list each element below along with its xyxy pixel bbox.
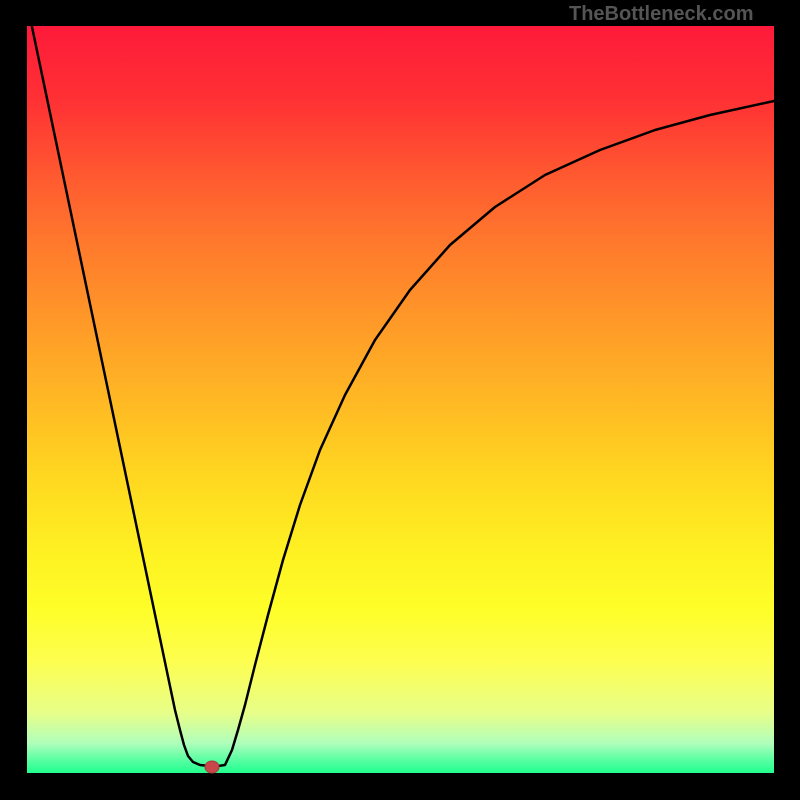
bottleneck-chart [0,0,800,800]
chart-svg [0,0,800,800]
optimal-point-marker [205,761,219,773]
watermark-text: TheBottleneck.com [569,3,753,26]
plot-background [27,26,774,773]
